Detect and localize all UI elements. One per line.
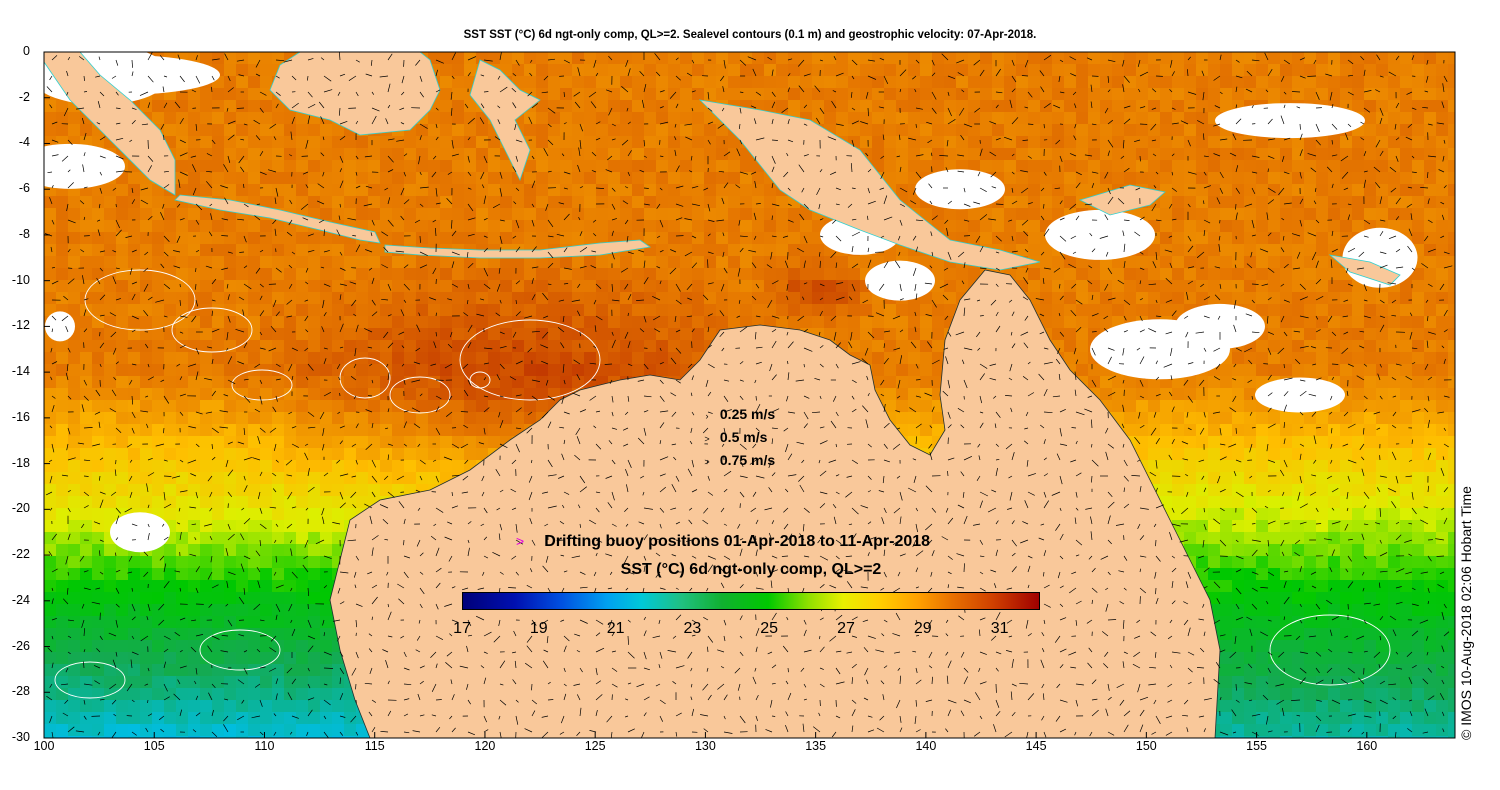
y-tick-label: -20 [2,501,30,515]
speed-arrow-icon: > [698,457,716,467]
y-tick-label: -6 [2,181,30,195]
x-tick-label: 130 [685,739,725,753]
x-tick-label: 110 [244,739,284,753]
colorbar-tick-label: 23 [672,620,712,638]
speed-arrow-icon: > [698,434,716,444]
y-tick-label: -8 [2,227,30,241]
y-tick-label: -14 [2,364,30,378]
y-tick-label: 0 [2,44,30,58]
speed-arrow-icon: › [698,411,716,421]
colorbar-title: SST (°C) 6d ngt-only comp, QL>=2 [462,561,1040,579]
y-tick-label: -4 [2,135,30,149]
buoy-marker-icon: > [516,533,524,549]
colorbar-tick-label: 19 [519,620,559,638]
y-tick-label: -10 [2,273,30,287]
x-tick-label: 145 [1016,739,1056,753]
speed-legend-label: 0.75 m/s [720,452,775,468]
y-tick-label: -12 [2,318,30,332]
x-tick-label: 150 [1126,739,1166,753]
x-tick-label: 105 [134,739,174,753]
colorbar-tick-label: 17 [442,620,482,638]
colorbar [462,592,1040,610]
buoy-legend-text: Drifting buoy positions 01-Apr-2018 to 1… [544,533,930,550]
x-tick-label: 155 [1237,739,1277,753]
y-tick-label: -24 [2,593,30,607]
x-tick-label: 125 [575,739,615,753]
speed-legend-row-1: › 0.25 m/s [698,406,775,422]
x-tick-label: 140 [906,739,946,753]
x-tick-label: 115 [355,739,395,753]
x-tick-label: 120 [465,739,505,753]
x-tick-label: 135 [796,739,836,753]
y-tick-label: -28 [2,684,30,698]
colorbar-tick-label: 27 [826,620,866,638]
buoy-legend: > Drifting buoy positions 01-Apr-2018 to … [516,533,930,551]
colorbar-tick-label: 21 [596,620,636,638]
x-tick-label: 100 [24,739,64,753]
y-tick-label: -2 [2,90,30,104]
speed-legend-row-3: > 0.75 m/s [698,452,775,468]
colorbar-tick-label: 25 [749,620,789,638]
imos-credit: © IMOS 10-Aug-2018 02:06 Hobart Time [1458,486,1474,740]
x-tick-label: 160 [1347,739,1387,753]
sst-map [0,0,1500,790]
y-tick-label: -18 [2,456,30,470]
colorbar-tick-label: 29 [903,620,943,638]
y-tick-label: -22 [2,547,30,561]
speed-legend-label: 0.25 m/s [720,406,775,422]
y-tick-label: -26 [2,639,30,653]
y-tick-label: -16 [2,410,30,424]
colorbar-tick-label: 31 [980,620,1020,638]
speed-legend-label: 0.5 m/s [720,429,767,445]
speed-legend-row-2: > 0.5 m/s [698,429,767,445]
